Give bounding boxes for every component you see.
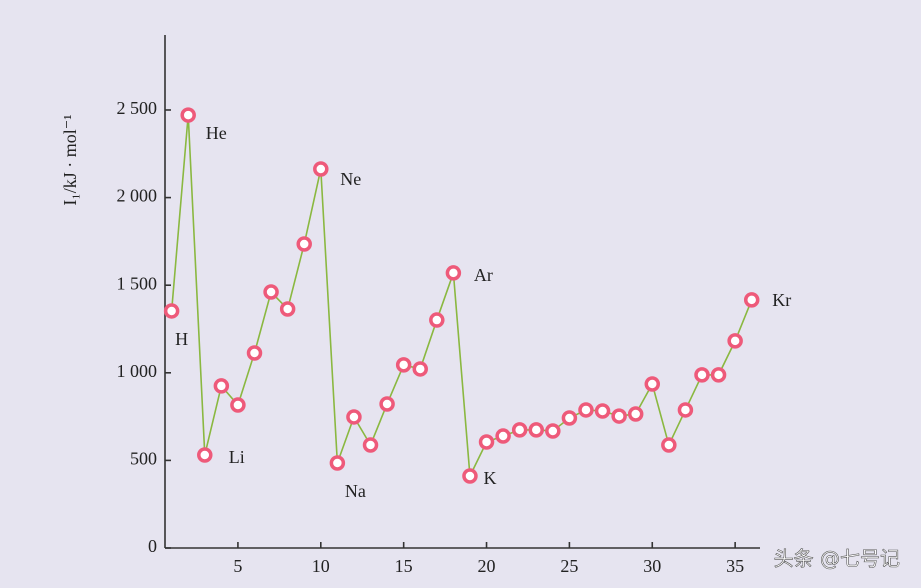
- watermark: 头条 @七号记: [774, 547, 900, 571]
- element-label: K: [483, 468, 496, 488]
- point: [677, 402, 694, 418]
- point: [561, 410, 578, 426]
- point: [197, 447, 213, 463]
- y-axis-label: I₁/kJ · mol⁻¹: [60, 114, 80, 205]
- y-tick-label: 1 000: [117, 361, 158, 381]
- element-label: Ar: [474, 265, 493, 285]
- point: [661, 437, 677, 453]
- x-tick-label: 30: [643, 556, 661, 576]
- point: [478, 434, 495, 450]
- point: [727, 333, 743, 349]
- x-tick-label: 15: [395, 556, 413, 576]
- point: [644, 376, 661, 392]
- point: [263, 284, 279, 300]
- point: [578, 402, 594, 418]
- point: [594, 403, 611, 419]
- point: [511, 422, 528, 438]
- point: [545, 423, 561, 439]
- point: [163, 303, 180, 319]
- element-label: Ne: [340, 169, 361, 189]
- point: [462, 468, 478, 484]
- point: [180, 107, 196, 123]
- point: [611, 408, 627, 424]
- element-label: Li: [229, 447, 245, 467]
- x-tick-label: 10: [312, 556, 330, 576]
- point: [694, 367, 710, 383]
- x-tick-label: 35: [726, 556, 744, 576]
- series-line: [170, 115, 753, 479]
- point: [445, 265, 462, 281]
- element-label: Na: [345, 481, 366, 501]
- point: [213, 378, 230, 394]
- point: [329, 455, 346, 471]
- point: [429, 312, 445, 328]
- point: [379, 396, 395, 412]
- x-tick-label: 25: [560, 556, 578, 576]
- element-label: Kr: [772, 290, 791, 310]
- y-tick-label: 1 500: [117, 273, 158, 293]
- element-label: H: [175, 329, 188, 349]
- point: [743, 292, 760, 308]
- point: [296, 236, 312, 252]
- point: [710, 367, 727, 383]
- y-tick-label: 0: [148, 536, 157, 556]
- x-tick-label: 20: [478, 556, 496, 576]
- point: [412, 361, 428, 377]
- point: [313, 161, 329, 177]
- point: [246, 345, 263, 361]
- point: [362, 437, 379, 453]
- point: [279, 301, 296, 317]
- y-tick-label: 2 500: [117, 98, 158, 118]
- y-tick-label: 2 000: [117, 186, 158, 206]
- point: [346, 409, 362, 425]
- point: [495, 428, 511, 444]
- point: [230, 397, 246, 413]
- point: [528, 422, 545, 438]
- element-label: He: [206, 123, 227, 143]
- x-tick-label: 5: [233, 556, 242, 576]
- point: [627, 406, 644, 422]
- point: [395, 357, 412, 373]
- y-tick-label: 500: [130, 449, 157, 469]
